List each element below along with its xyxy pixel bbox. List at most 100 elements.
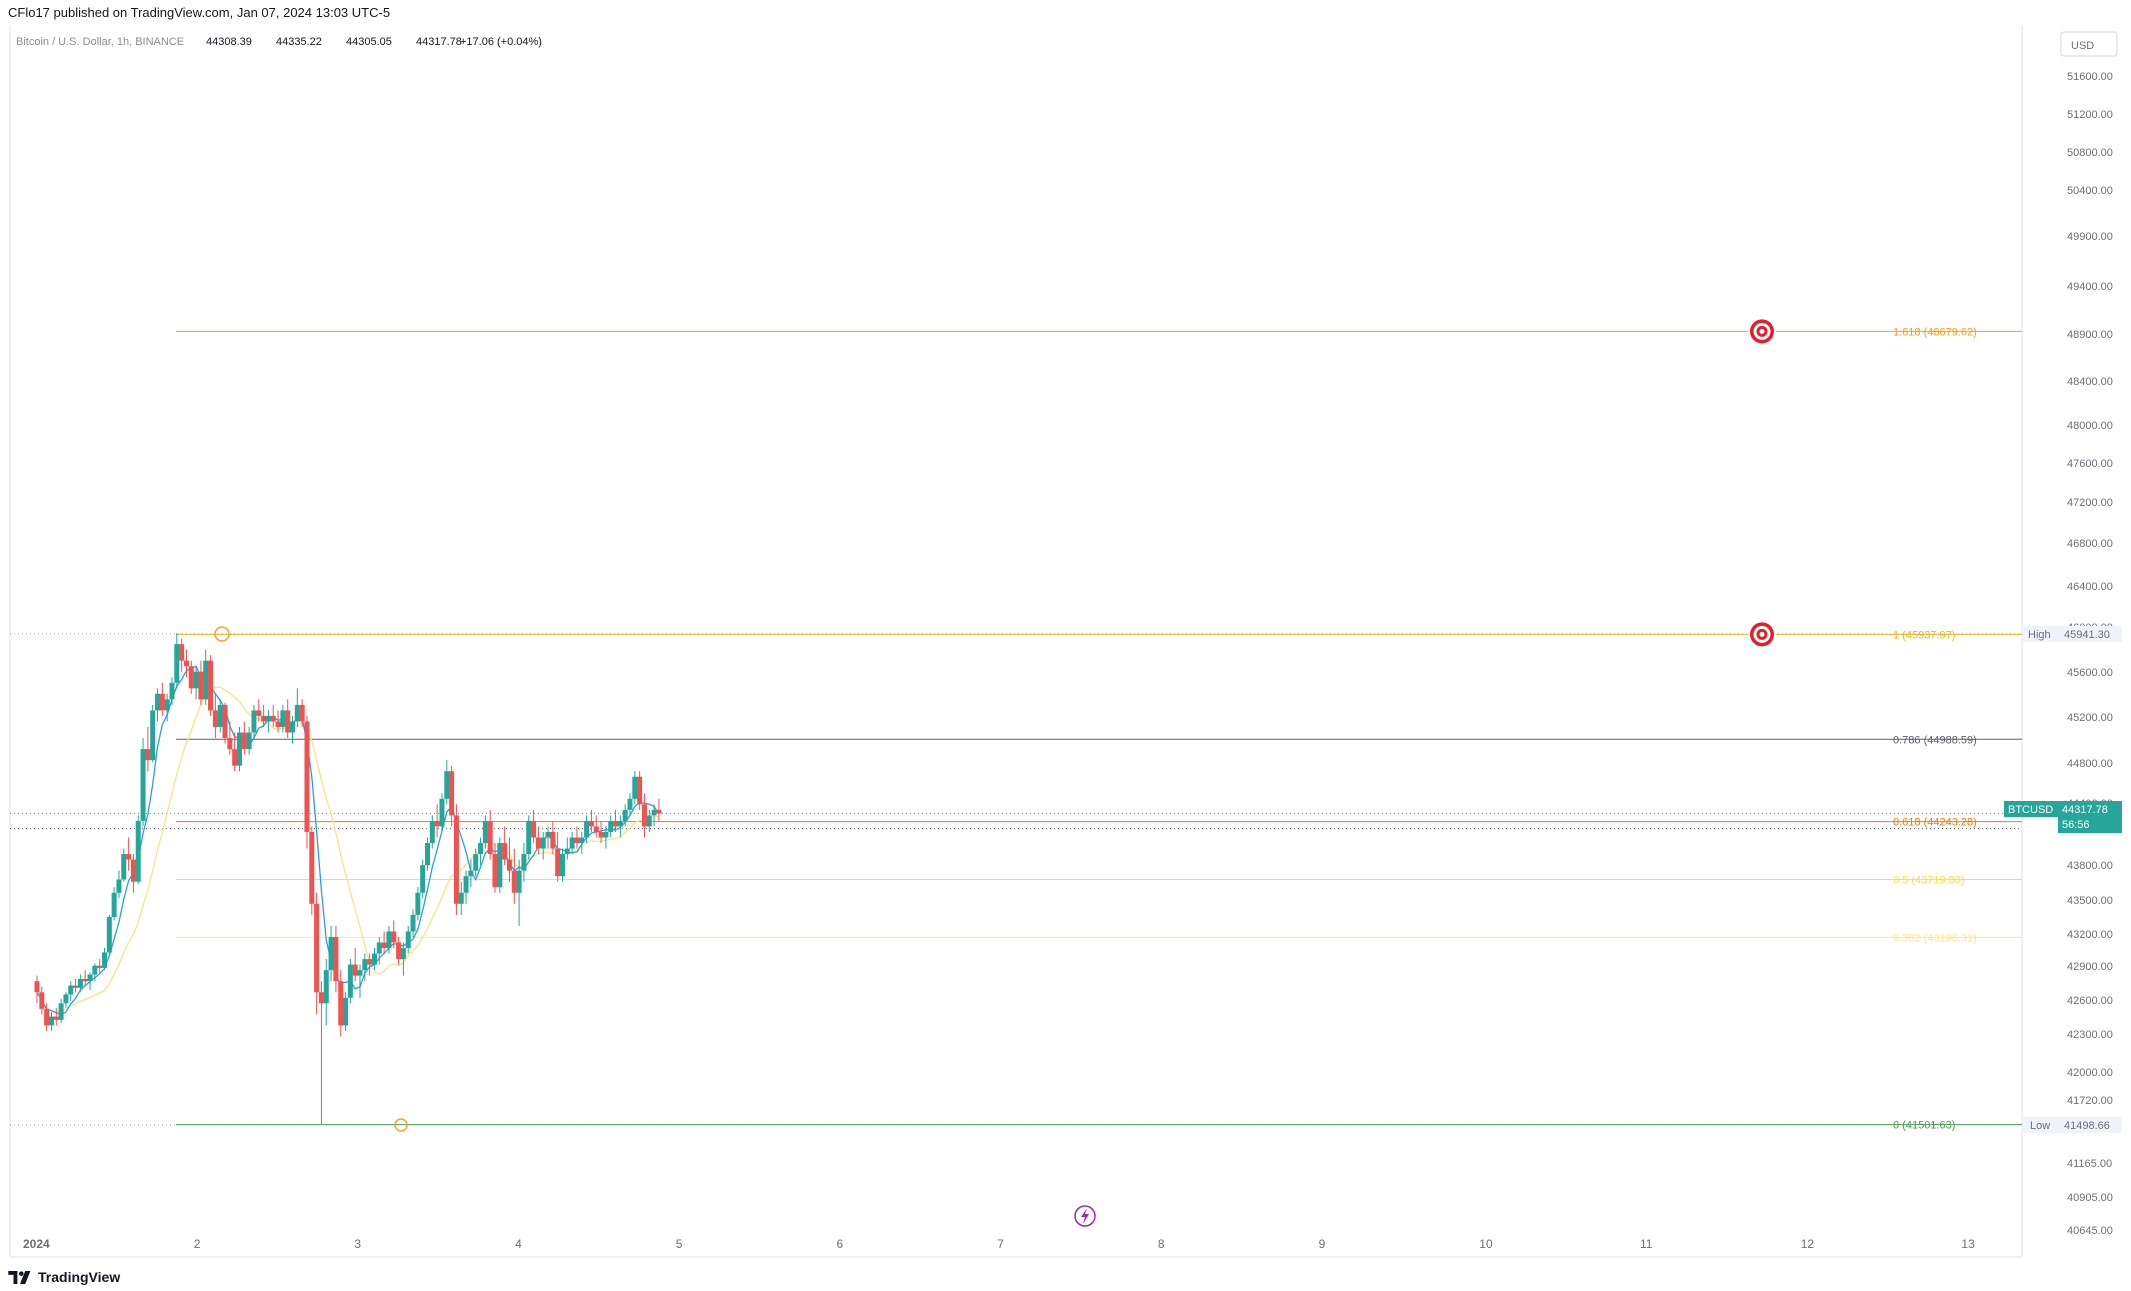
candle-body	[338, 981, 344, 1026]
tradingview-logo-icon	[8, 1270, 31, 1284]
candle-body	[275, 721, 281, 727]
candle-body	[188, 666, 194, 689]
price-tick: 42900.00	[2067, 961, 2113, 973]
candle-body	[236, 732, 242, 766]
candle-body	[121, 854, 127, 880]
candle-body	[593, 826, 599, 832]
candle-body	[651, 809, 657, 816]
candle-body	[622, 809, 628, 821]
price-tick: 40905.00	[2067, 1192, 2113, 1204]
candle-body	[256, 710, 262, 716]
price-tick: 48400.00	[2067, 376, 2113, 388]
price-tick: 47200.00	[2067, 497, 2113, 509]
chart-frame	[9, 25, 2023, 1258]
candle-body	[521, 854, 527, 871]
candle-body	[97, 965, 103, 968]
candle-body	[227, 738, 233, 750]
fibonacci-retracement[interactable]: 1.618 (48679.62) 1 (45937.97) 0.786 (44988…	[10, 326, 2022, 1132]
candle-body	[371, 953, 377, 965]
ohlc-legend: Bitcoin / U.S. Dollar, 1h, BINANCE 44308…	[16, 36, 542, 48]
candle-body	[439, 798, 445, 827]
candle-body	[347, 964, 353, 998]
candle-body	[396, 942, 402, 960]
target-icon	[1748, 620, 1776, 649]
currency-selector[interactable]: USD	[2060, 31, 2118, 57]
time-axis[interactable]: 2024 2 3 4 5 6 7 8 9 10 11 12 13	[23, 1237, 1975, 1251]
candle-body	[555, 848, 561, 877]
candle-body	[434, 820, 440, 827]
candle-body	[299, 704, 305, 722]
candle-body	[309, 831, 315, 904]
candle-body	[130, 859, 136, 882]
candle-body	[531, 820, 537, 838]
lightning-icon[interactable]	[1074, 1205, 1096, 1227]
time-tick: 13	[1961, 1237, 1975, 1251]
candle-body	[492, 854, 498, 888]
candle-body	[646, 815, 652, 827]
candle-body	[511, 870, 517, 893]
markers	[214, 317, 1776, 1132]
candle-body	[473, 854, 479, 871]
candle-body	[294, 704, 300, 722]
tradingview-footer: TradingView	[8, 1267, 120, 1287]
candle-body	[637, 776, 643, 805]
fib-label: 0.5 (43719.80)	[1893, 875, 1965, 887]
price-axis[interactable]: 51600.00 51200.00 50800.00 50400.00 49900.00…	[2067, 71, 2113, 1237]
current-price-badge: BTCUSD 44317.78 56:56	[2004, 801, 2122, 833]
price-badges: High 45941.30 Low 41498.66 BTCUSD 44317.…	[2004, 626, 2122, 1133]
candle-body	[34, 981, 40, 993]
candle-body	[506, 859, 512, 871]
price-tick: 41720.00	[2067, 1095, 2113, 1107]
price-tick: 48900.00	[2067, 329, 2113, 341]
price-tick: 43800.00	[2067, 860, 2113, 872]
candle-body	[198, 671, 204, 700]
candle-body	[598, 831, 604, 838]
candle-body	[101, 952, 107, 968]
candle-body	[453, 815, 459, 904]
price-tick: 49900.00	[2067, 231, 2113, 243]
candle-body	[58, 1003, 64, 1020]
candle-body	[39, 992, 45, 1009]
candle-body	[212, 710, 218, 727]
candle-body	[444, 771, 450, 799]
candle-body	[285, 710, 291, 733]
candle-body	[328, 936, 334, 971]
time-tick: 11	[1640, 1237, 1653, 1251]
candle-body	[415, 892, 421, 915]
target-icon	[1748, 317, 1776, 346]
candle-body	[559, 854, 565, 877]
time-tick: 10	[1479, 1237, 1493, 1251]
candle-body	[290, 721, 296, 733]
candle-body	[53, 1016, 59, 1020]
legend-low: 44305.05	[346, 36, 392, 48]
candle-body	[608, 820, 614, 832]
candle-body	[400, 948, 406, 960]
candle-body	[641, 804, 647, 827]
candle-body	[159, 693, 165, 711]
candle-body	[116, 879, 122, 893]
time-tick: 7	[997, 1237, 1004, 1251]
high-badge-label: High	[2028, 629, 2051, 641]
price-tick: 45200.00	[2067, 712, 2113, 724]
candle-body	[77, 978, 83, 988]
candle-body	[68, 985, 74, 995]
candle-body	[222, 704, 228, 739]
candle-body	[656, 809, 662, 814]
price-tick: 48000.00	[2067, 420, 2113, 432]
candle-body	[357, 970, 363, 976]
price-tick: 46800.00	[2067, 538, 2113, 550]
time-tick: 2024	[23, 1237, 50, 1251]
candle-body	[246, 732, 252, 750]
candle-body	[381, 942, 387, 949]
published-caption: CFlo17 published on TradingView.com, Jan…	[8, 5, 391, 20]
candle-body	[526, 820, 532, 855]
candle-body	[362, 959, 368, 971]
time-tick: 3	[354, 1237, 361, 1251]
candle-body	[73, 985, 79, 988]
fib-label: 1 (45937.97)	[1893, 629, 1955, 641]
swing-low-marker	[394, 1118, 408, 1132]
currency-label: USD	[2071, 40, 2094, 52]
candle-body	[155, 693, 161, 711]
candle-body	[193, 671, 199, 689]
